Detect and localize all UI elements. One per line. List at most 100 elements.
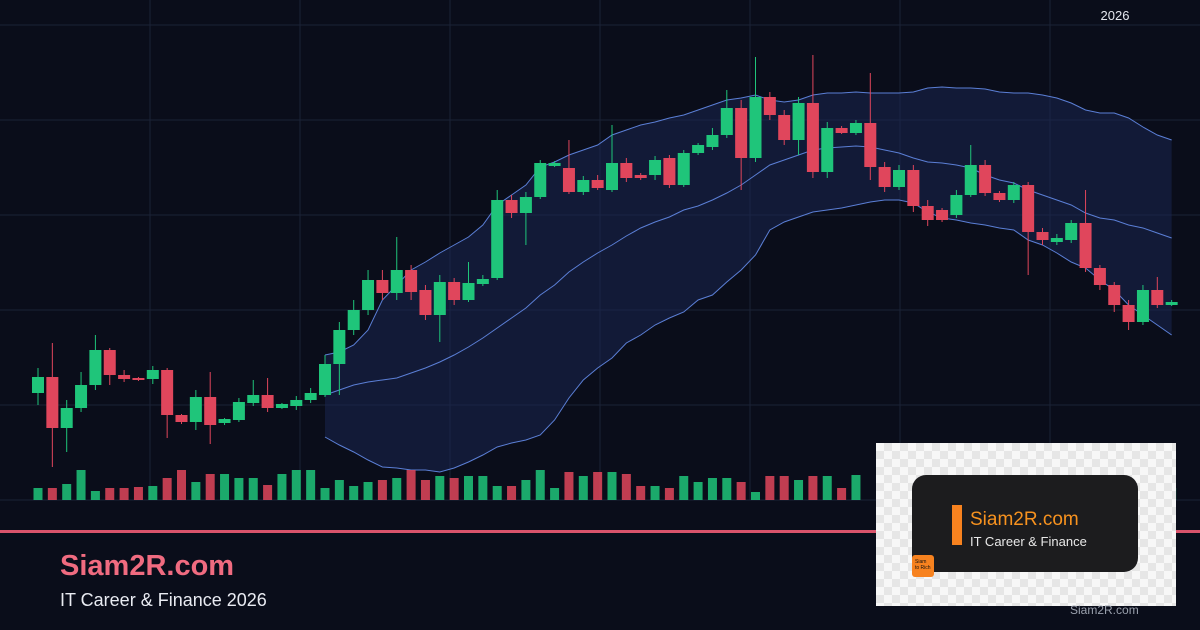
- volume-bar: [449, 478, 459, 500]
- candle-body: [620, 163, 633, 178]
- volume-bar: [578, 476, 588, 500]
- candle-body: [1136, 290, 1149, 322]
- volume-bar: [105, 488, 115, 500]
- candle-body: [1036, 232, 1049, 240]
- candle-body: [405, 270, 418, 292]
- volume-bar: [349, 486, 359, 500]
- candle-body: [304, 393, 317, 400]
- candle-body: [132, 378, 145, 380]
- volume-bar: [76, 470, 86, 500]
- candle-body: [476, 279, 489, 284]
- volume-bar: [822, 476, 832, 500]
- volume-bar: [47, 488, 57, 500]
- candle-body: [1165, 302, 1178, 305]
- candle-body: [591, 180, 604, 188]
- volume-bar: [736, 482, 746, 500]
- volume-bar: [564, 472, 574, 500]
- candle-body: [763, 97, 776, 115]
- volume-bar: [707, 478, 717, 500]
- candle-body: [1093, 268, 1106, 285]
- candle-body: [534, 163, 547, 197]
- candle-body: [979, 165, 992, 193]
- volume-bar: [62, 484, 72, 500]
- volume-bar: [794, 480, 804, 500]
- candle-body: [936, 210, 949, 220]
- volume-bar: [851, 475, 861, 500]
- candle-body: [175, 415, 188, 422]
- candle-body: [333, 330, 346, 364]
- volume-bar: [507, 486, 517, 500]
- candle-body: [46, 377, 59, 428]
- band-area: [325, 87, 1172, 472]
- volume-bar: [363, 482, 373, 500]
- volume-bar: [162, 478, 172, 500]
- candle-body: [749, 97, 762, 158]
- volume-bar: [263, 485, 273, 500]
- divider: [0, 530, 1200, 533]
- candle-body: [519, 197, 532, 213]
- candle-body: [146, 370, 159, 379]
- volume-bar: [334, 480, 344, 500]
- candle-body: [993, 193, 1006, 200]
- volume-bar: [377, 480, 387, 500]
- candle-body: [606, 163, 618, 190]
- volume-bar: [751, 492, 760, 500]
- candle-body: [907, 170, 920, 206]
- candle-body: [1050, 238, 1063, 242]
- candle-body: [1065, 223, 1078, 240]
- volume-bar: [220, 474, 230, 500]
- volume-bar: [607, 472, 617, 500]
- candle-body: [161, 370, 174, 415]
- volume-bar: [406, 470, 416, 500]
- candle-body: [232, 402, 245, 420]
- brand-name: Siam2R.com: [60, 550, 235, 582]
- volume-bar: [133, 487, 143, 500]
- candle-body: [692, 145, 705, 153]
- volume-bar: [779, 476, 789, 500]
- candle-body: [778, 115, 791, 140]
- band-line: [324, 86, 1172, 356]
- candle-body: [60, 408, 73, 428]
- candle-body: [562, 168, 575, 192]
- volume-bar: [693, 482, 703, 500]
- volume-bar: [277, 474, 287, 500]
- candle-body: [792, 103, 805, 140]
- logo-card: Siam2R.com IT Career & Finance Siam to R…: [876, 443, 1176, 606]
- volume-bar: [464, 476, 473, 500]
- badge-text: to Rich: [915, 565, 931, 571]
- candle-body: [319, 364, 331, 395]
- candle-body: [878, 167, 891, 187]
- volume-bar: [435, 476, 445, 500]
- candle-body: [849, 123, 862, 133]
- candle-body: [218, 419, 231, 423]
- logo-badge: Siam to Rich: [912, 555, 934, 577]
- candle-body: [634, 175, 647, 178]
- volume-bar: [679, 476, 689, 500]
- brand-tagline: IT Career & Finance 2026: [60, 590, 267, 610]
- candle-body: [505, 200, 518, 213]
- candle-body: [462, 283, 475, 300]
- volume-bar: [420, 480, 430, 500]
- candle-body: [893, 170, 905, 187]
- candle-body: [75, 385, 88, 408]
- volume-bar: [478, 476, 488, 500]
- volume-bar: [119, 488, 129, 500]
- candle-body: [964, 165, 977, 195]
- candle-body: [706, 135, 719, 147]
- volume-bar: [636, 486, 646, 500]
- candle-body: [864, 123, 877, 167]
- candle-body: [950, 195, 963, 215]
- candle-body: [1007, 185, 1020, 200]
- candle-body: [448, 282, 461, 300]
- candle-body: [247, 395, 260, 403]
- candle-body: [362, 280, 375, 310]
- band-line: [324, 199, 1172, 473]
- candle-body: [1122, 305, 1135, 322]
- candle-body: [649, 160, 662, 175]
- candle-body: [1022, 185, 1035, 232]
- candle-body: [419, 290, 432, 315]
- candle-body: [118, 375, 131, 379]
- volume-bar: [291, 470, 301, 500]
